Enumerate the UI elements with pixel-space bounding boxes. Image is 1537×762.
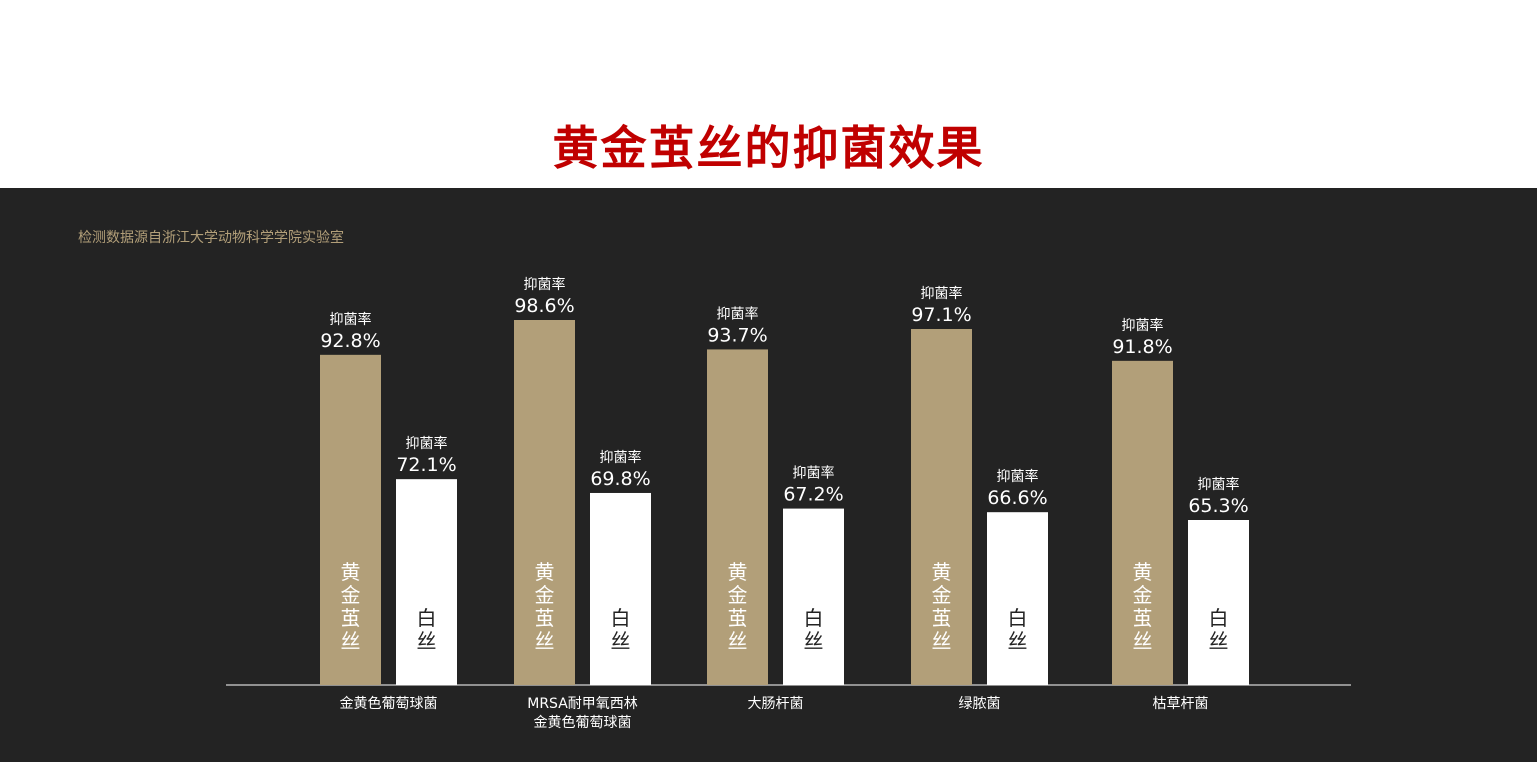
bar-series-label: 丝 bbox=[804, 629, 824, 653]
bar bbox=[1112, 360, 1173, 685]
data-label: 97.1% bbox=[911, 304, 971, 326]
category-label: 绿脓菌 bbox=[959, 695, 1001, 712]
data-label-caption: 抑菌率 bbox=[793, 465, 835, 482]
bar-series-label: 白 bbox=[1209, 606, 1229, 630]
bar-series-label: 白 bbox=[1008, 606, 1028, 630]
bar-series-label: 黄 bbox=[932, 560, 952, 584]
bar-series-label: 丝 bbox=[932, 629, 952, 653]
bar bbox=[514, 320, 575, 685]
data-label-caption: 抑菌率 bbox=[330, 311, 372, 328]
source-note: 检测数据源自浙江大学动物科学学院实验室 bbox=[78, 230, 344, 246]
bar-series-label: 黄 bbox=[535, 560, 555, 584]
bar-series-label: 丝 bbox=[341, 629, 361, 653]
page-title: 黄金茧丝的抑菌效果 bbox=[552, 121, 985, 175]
data-label: 93.7% bbox=[707, 324, 767, 346]
bar-series-label: 金 bbox=[535, 583, 555, 607]
bar-series-label: 茧 bbox=[728, 606, 748, 630]
bar-series-label: 金 bbox=[728, 583, 748, 607]
bar-series-label: 丝 bbox=[1008, 629, 1028, 653]
bar-series-label: 丝 bbox=[728, 629, 748, 653]
data-label: 98.6% bbox=[514, 295, 574, 317]
bar-series-label: 茧 bbox=[932, 606, 952, 630]
data-label-caption: 抑菌率 bbox=[406, 435, 448, 452]
bar bbox=[987, 512, 1048, 685]
category-label: 金黄色葡萄球菌 bbox=[534, 714, 632, 731]
bar-series-label: 丝 bbox=[1133, 629, 1153, 653]
bar bbox=[911, 329, 972, 685]
bar-series-label: 黄 bbox=[1133, 560, 1153, 584]
bar bbox=[396, 479, 457, 685]
data-label-caption: 抑菌率 bbox=[717, 305, 759, 322]
chart-panel: 检测数据源自浙江大学动物科学学院实验室 抑菌率 92.8% 黄金茧丝抑菌率 72.1%… bbox=[0, 188, 1537, 762]
bar-series-label: 丝 bbox=[417, 629, 437, 653]
data-label-caption: 抑菌率 bbox=[1198, 476, 1240, 493]
bar-series-label: 白 bbox=[417, 606, 437, 630]
data-label-caption: 抑菌率 bbox=[921, 285, 963, 302]
data-label: 66.6% bbox=[987, 487, 1047, 509]
data-label-caption: 抑菌率 bbox=[1122, 317, 1164, 334]
data-label: 65.3% bbox=[1188, 495, 1248, 517]
bar bbox=[707, 349, 768, 685]
bar bbox=[590, 492, 651, 685]
data-label: 69.8% bbox=[590, 468, 650, 490]
category-label: MRSA耐甲氧西林 bbox=[527, 696, 638, 712]
bar bbox=[320, 354, 381, 685]
data-label-caption: 抑菌率 bbox=[524, 276, 566, 293]
bar-series-label: 丝 bbox=[611, 629, 631, 653]
bar-series-label: 黄 bbox=[341, 560, 361, 584]
bar-series-label: 白 bbox=[804, 606, 824, 630]
bar-series-label: 茧 bbox=[341, 606, 361, 630]
category-label: 金黄色葡萄球菌 bbox=[340, 695, 438, 712]
bar-series-label: 白 bbox=[611, 606, 631, 630]
bar bbox=[1188, 520, 1249, 685]
bar-series-label: 金 bbox=[341, 583, 361, 607]
data-label: 91.8% bbox=[1112, 336, 1172, 358]
bar bbox=[783, 508, 844, 685]
data-label: 72.1% bbox=[396, 454, 456, 476]
data-label-caption: 抑菌率 bbox=[600, 449, 642, 466]
bar-series-label: 茧 bbox=[1133, 606, 1153, 630]
bar-series-label: 金 bbox=[1133, 583, 1153, 607]
data-label: 92.8% bbox=[320, 330, 380, 352]
bar-series-label: 茧 bbox=[535, 606, 555, 630]
category-label: 大肠杆菌 bbox=[748, 696, 804, 712]
bar-series-label: 丝 bbox=[535, 629, 555, 653]
bar-chart: 抑菌率92.8%黄金茧丝抑菌率72.1%白丝金黄色葡萄球菌抑菌率98.6%黄金茧… bbox=[226, 276, 1351, 731]
bar-series-label: 金 bbox=[932, 583, 952, 607]
data-label-caption: 抑菌率 bbox=[997, 468, 1039, 485]
category-label: 枯草杆菌 bbox=[1153, 696, 1209, 712]
bar-series-label: 黄 bbox=[728, 560, 748, 584]
data-label: 67.2% bbox=[783, 484, 843, 506]
bar-series-label: 丝 bbox=[1209, 629, 1229, 653]
